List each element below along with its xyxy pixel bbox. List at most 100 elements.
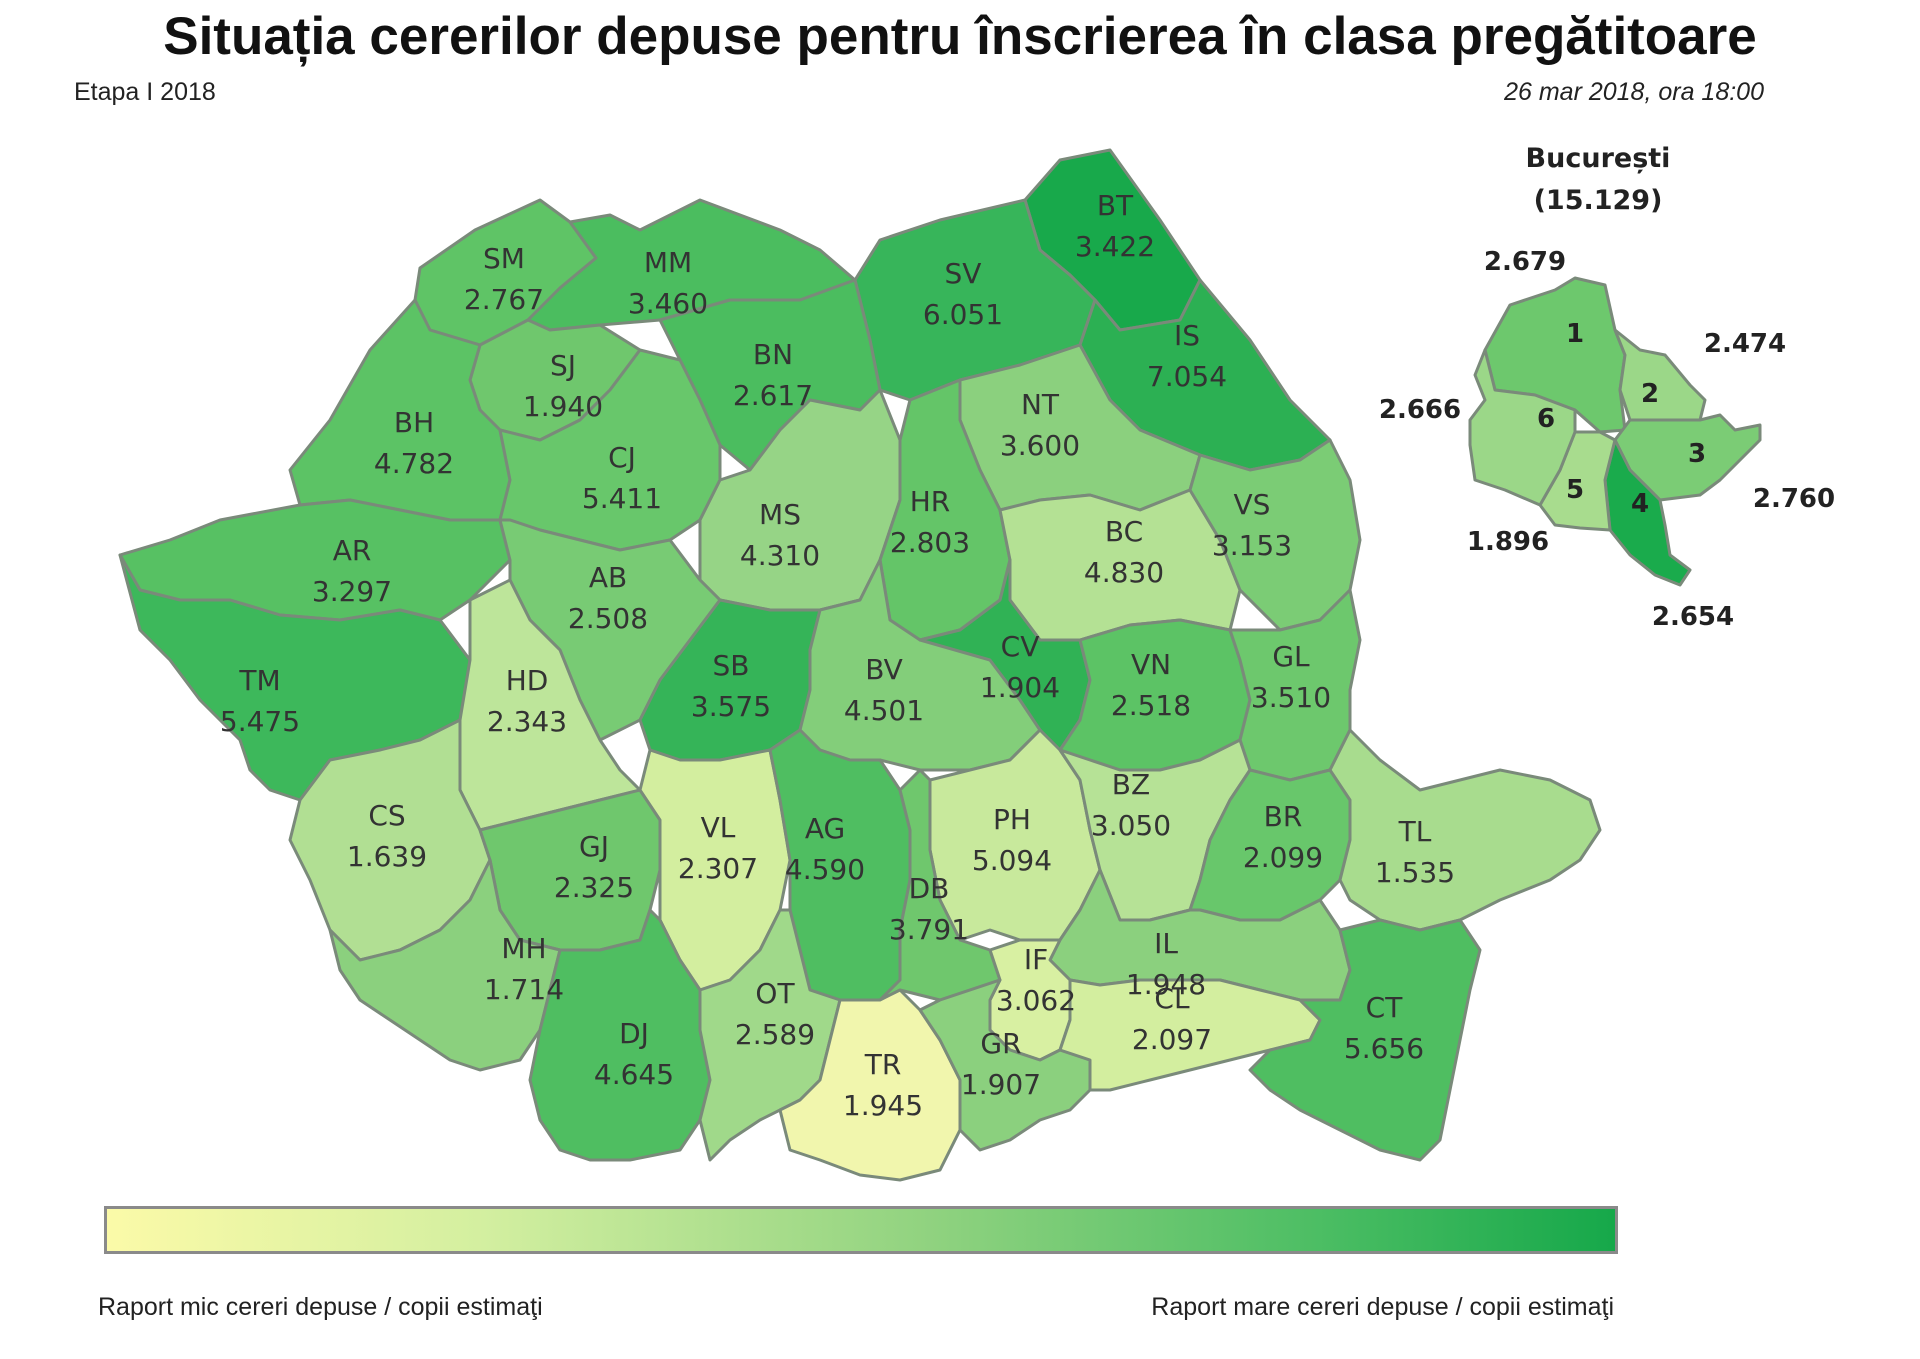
county-code-gr: GR (980, 1027, 1021, 1060)
bucharest-title: București (1526, 143, 1671, 174)
county-value-vs: 3.153 (1212, 529, 1292, 562)
county-value-ab: 2.508 (568, 602, 648, 635)
sector-value-3: 2.760 (1753, 484, 1835, 514)
county-code-hd: HD (506, 664, 549, 697)
county-code-tm: TM (238, 664, 280, 697)
map-subtitle: Etapa I 2018 (74, 78, 216, 106)
county-value-is: 7.054 (1147, 360, 1227, 393)
sector-number-6: 6 (1537, 404, 1555, 434)
county-code-ct: CT (1366, 991, 1404, 1024)
county-code-br: BR (1264, 800, 1303, 833)
county-value-ct: 5.656 (1344, 1032, 1424, 1065)
county-code-cj: CJ (608, 441, 636, 474)
county-code-ot: OT (755, 977, 795, 1010)
county-value-tr: 1.945 (843, 1089, 923, 1122)
county-value-il: 1.948 (1126, 968, 1206, 1001)
county-code-ab: AB (589, 561, 627, 594)
county-code-tr: TR (864, 1048, 902, 1081)
county-value-hr: 2.803 (890, 526, 970, 559)
county-code-bn: BN (753, 338, 793, 371)
county-code-vl: VL (701, 811, 736, 844)
sector-2 (1613, 328, 1707, 422)
sector-value-2: 2.474 (1704, 329, 1786, 359)
county-value-vl: 2.307 (678, 852, 758, 885)
county-code-bt: BT (1097, 189, 1134, 222)
county-value-ph: 5.094 (972, 844, 1052, 877)
county-value-gj: 2.325 (554, 871, 634, 904)
county-code-vn: VN (1131, 648, 1171, 681)
sector-number-5: 5 (1566, 475, 1584, 505)
county-value-bv: 4.501 (844, 694, 924, 727)
county-value-vn: 2.518 (1111, 689, 1191, 722)
legend-low-label: Raport mic cereri depuse / copii estimaţ… (98, 1293, 543, 1321)
county-value-ot: 2.589 (735, 1018, 815, 1051)
sector-value-1: 2.679 (1484, 247, 1566, 277)
county-value-sb: 3.575 (691, 690, 771, 723)
legend-high-label: Raport mare cereri depuse / copii estima… (1151, 1293, 1614, 1321)
county-code-mh: MH (501, 932, 546, 965)
county-code-ag: AG (805, 812, 845, 845)
county-code-gj: GJ (579, 830, 609, 863)
county-code-hr: HR (910, 485, 951, 518)
county-value-tl: 1.535 (1375, 856, 1455, 889)
county-code-db: DB (909, 872, 950, 905)
county-value-if: 3.062 (996, 984, 1076, 1017)
sector-6 (1468, 348, 1577, 507)
county-code-vs: VS (1234, 488, 1271, 521)
county-value-cj: 5.411 (582, 482, 662, 515)
county-value-cs: 1.639 (347, 840, 427, 873)
county-code-cl: CL (1154, 982, 1190, 1015)
bucharest-inset: București (15.129) 1 2.679 2 2.474 3 2.760 4 2.… (1379, 143, 1835, 632)
sector-number-1: 1 (1566, 319, 1584, 349)
county-value-ag: 4.590 (785, 853, 865, 886)
county-ct (1248, 918, 1482, 1162)
sector-number-4: 4 (1631, 489, 1649, 519)
county-value-br: 2.099 (1243, 841, 1323, 874)
sector-value-6: 2.666 (1379, 395, 1461, 425)
county-value-cl: 2.097 (1132, 1023, 1212, 1056)
county-code-sv: SV (945, 257, 982, 290)
county-value-gl: 3.510 (1251, 681, 1331, 714)
map-title: Situația cererilor depuse pentru înscrie… (163, 7, 1757, 66)
county-code-bz: BZ (1112, 768, 1150, 801)
sector-value-5: 1.896 (1467, 527, 1549, 557)
county-value-hd: 2.343 (487, 705, 567, 738)
county-code-sj: SJ (550, 349, 576, 382)
county-value-mm: 3.460 (628, 287, 708, 320)
county-value-tm: 5.475 (220, 705, 300, 738)
county-code-il: IL (1154, 927, 1178, 960)
county-code-bh: BH (394, 406, 434, 439)
sector-value-4: 2.654 (1652, 602, 1734, 632)
sector-number-2: 2 (1641, 379, 1659, 409)
county-code-gl: GL (1272, 640, 1310, 673)
timestamp: 26 mar 2018, ora 18:00 (1504, 78, 1764, 106)
county-code-if: IF (1024, 943, 1048, 976)
county-value-dj: 4.645 (594, 1058, 674, 1091)
county-value-bt: 3.422 (1075, 230, 1155, 263)
county-value-bc: 4.830 (1084, 556, 1164, 589)
county-value-sm: 2.767 (464, 283, 544, 316)
county-code-nt: NT (1021, 388, 1060, 421)
sector-number-3: 3 (1688, 439, 1706, 469)
county-code-sm: SM (483, 242, 525, 275)
county-code-ms: MS (759, 498, 801, 531)
bucharest-total: (15.129) (1534, 185, 1663, 216)
county-value-bh: 4.782 (374, 447, 454, 480)
county-code-cs: CS (368, 799, 405, 832)
county-value-bn: 2.617 (733, 379, 813, 412)
county-value-nt: 3.600 (1000, 429, 1080, 462)
county-value-mh: 1.714 (484, 973, 564, 1006)
county-code-ar: AR (333, 534, 372, 567)
county-code-bc: BC (1105, 515, 1143, 548)
county-code-tl: TL (1398, 815, 1432, 848)
county-value-cv: 1.904 (980, 671, 1060, 704)
county-value-db: 3.791 (889, 913, 969, 946)
county-code-bv: BV (865, 653, 903, 686)
county-tr (778, 988, 962, 1182)
county-code-dj: DJ (619, 1017, 649, 1050)
county-code-is: IS (1174, 319, 1200, 352)
county-tl (1328, 728, 1602, 932)
county-code-ph: PH (993, 803, 1031, 836)
county-code-mm: MM (644, 246, 692, 279)
county-value-ms: 4.310 (740, 539, 820, 572)
